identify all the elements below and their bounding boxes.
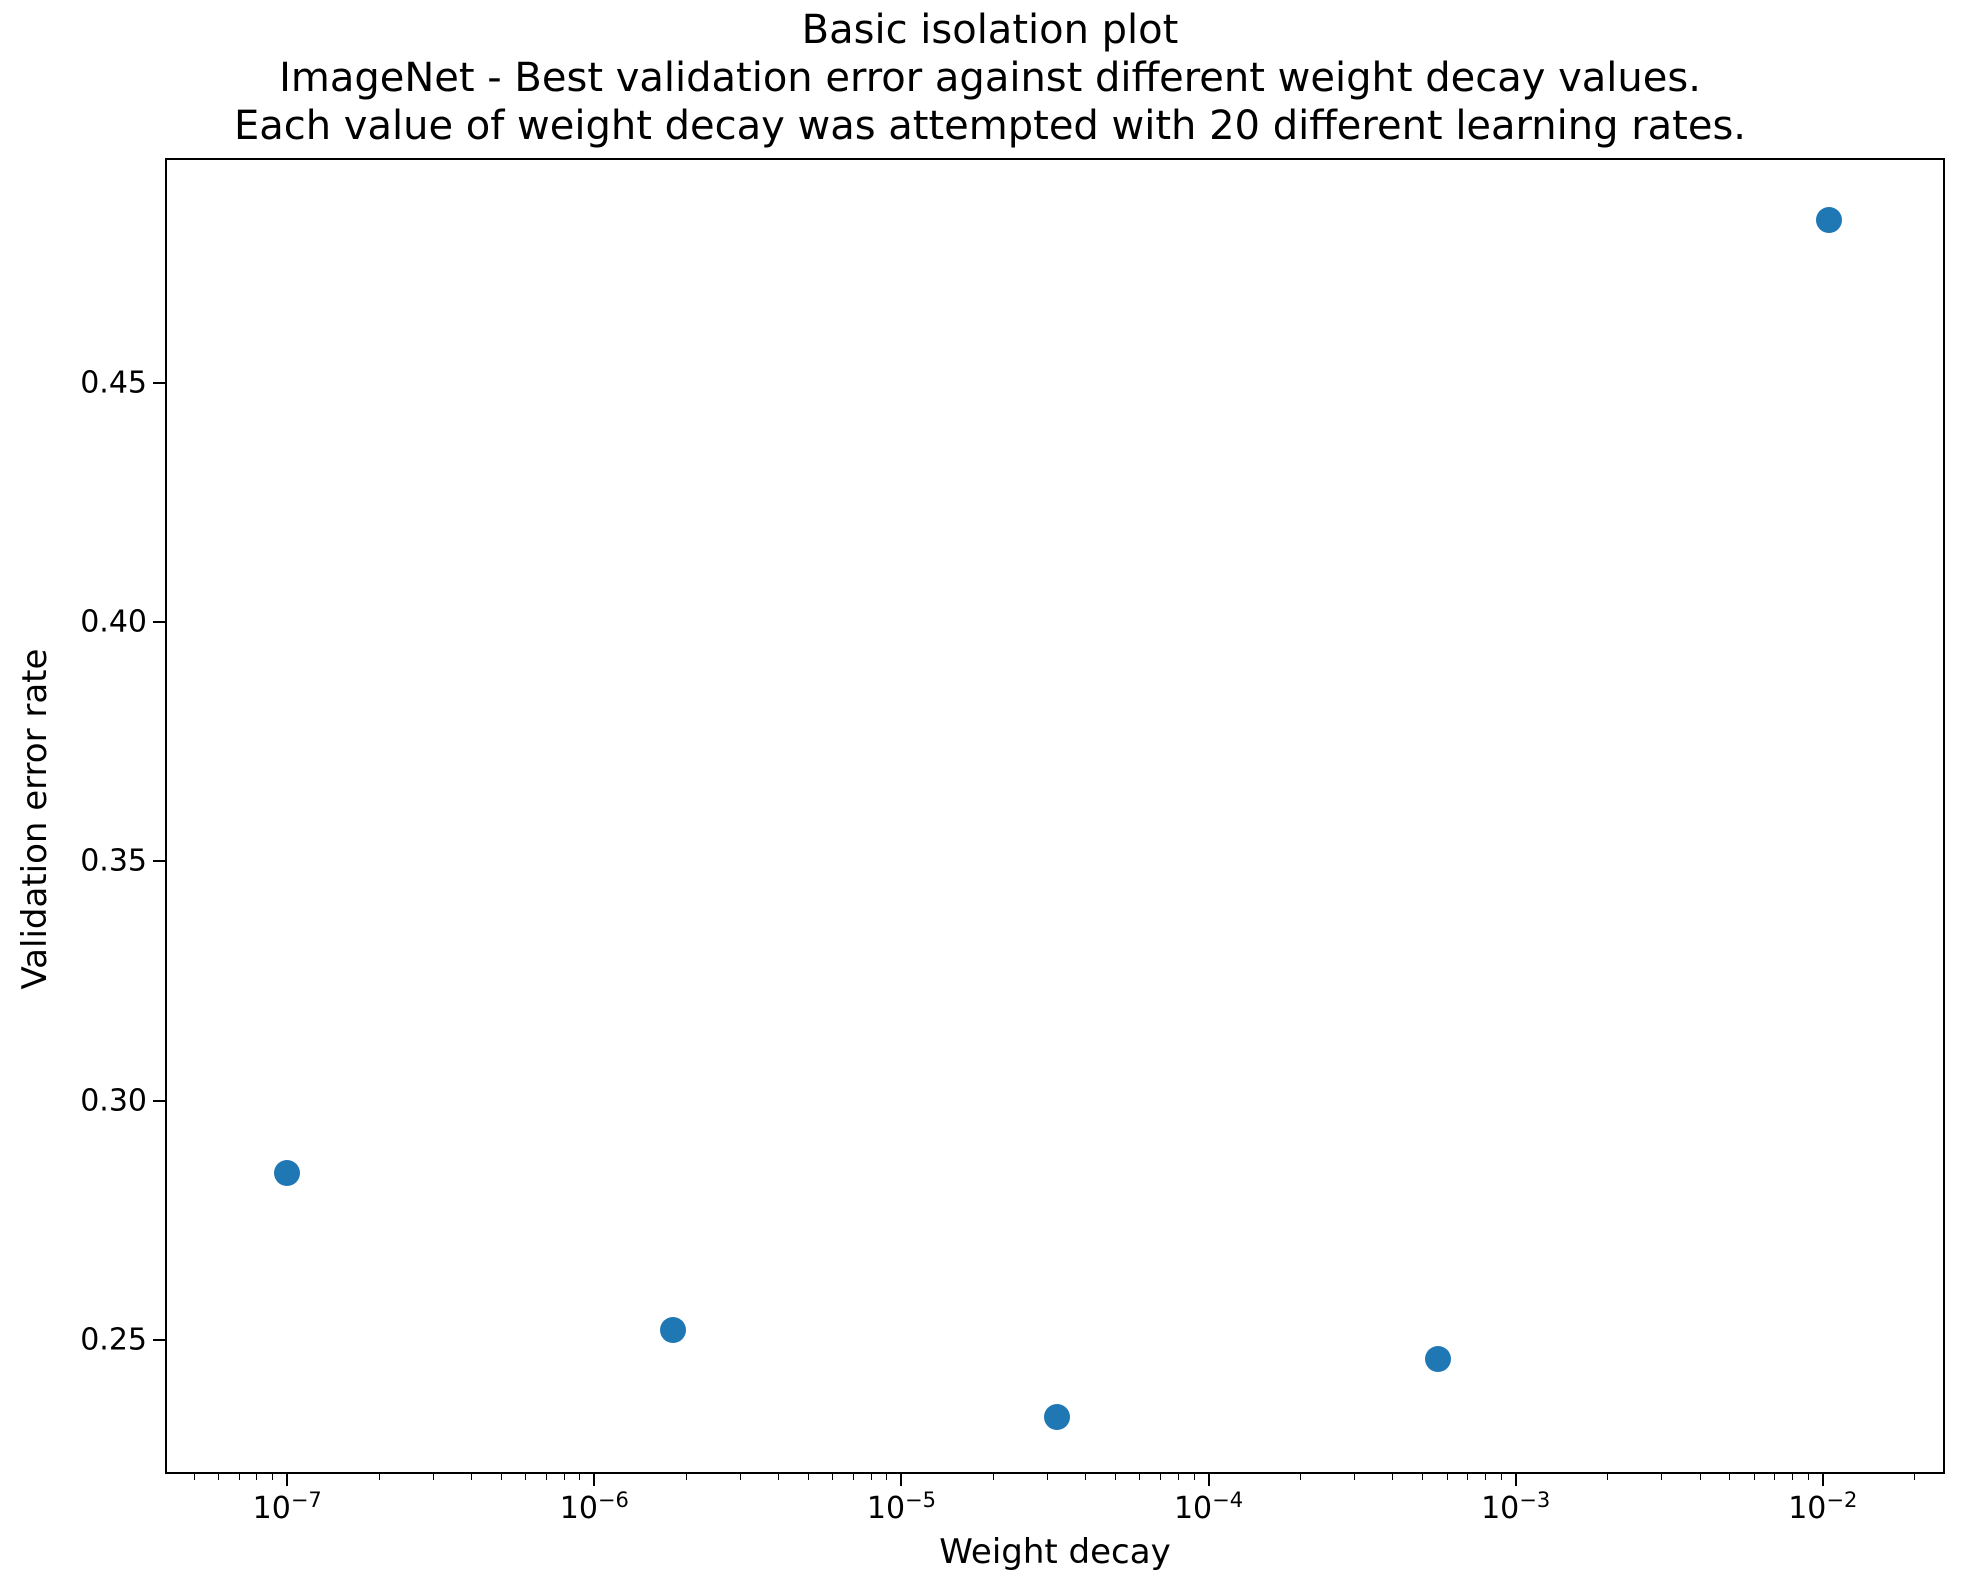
x-minor-tick-mark: [379, 1474, 380, 1480]
x-minor-tick-mark: [1354, 1474, 1355, 1480]
x-minor-tick-mark: [740, 1474, 741, 1480]
x-minor-tick-mark: [1700, 1474, 1701, 1480]
y-tick-label: 0.40: [67, 605, 147, 640]
y-tick-mark: [153, 1100, 165, 1102]
x-minor-tick-mark: [1754, 1474, 1755, 1480]
x-minor-tick-mark: [1467, 1474, 1468, 1480]
x-minor-tick-mark: [501, 1474, 502, 1480]
x-minor-tick-mark: [1139, 1474, 1140, 1480]
x-minor-tick-mark: [1160, 1474, 1161, 1480]
x-minor-tick-mark: [1792, 1474, 1793, 1480]
x-minor-tick-mark: [778, 1474, 779, 1480]
x-minor-tick-mark: [525, 1474, 526, 1480]
x-tick-mark: [286, 1474, 288, 1486]
x-minor-tick-mark: [564, 1474, 565, 1480]
chart-title-line: ImageNet - Best validation error against…: [0, 54, 1980, 102]
x-minor-tick-mark: [272, 1474, 273, 1480]
y-tick-label: 0.45: [67, 365, 147, 400]
data-point: [660, 1317, 686, 1343]
y-axis-label: Validation error rate: [15, 161, 55, 1477]
x-minor-tick-mark: [1914, 1474, 1915, 1480]
x-minor-tick-mark: [1501, 1474, 1502, 1480]
x-minor-tick-mark: [579, 1474, 580, 1480]
x-tick-label: 10−6: [560, 1488, 629, 1526]
x-tick-label: 10−7: [253, 1488, 322, 1526]
x-minor-tick-mark: [1115, 1474, 1116, 1480]
data-point: [1425, 1346, 1451, 1372]
x-minor-tick-mark: [1774, 1474, 1775, 1480]
x-minor-tick-mark: [1729, 1474, 1730, 1480]
x-minor-tick-mark: [871, 1474, 872, 1480]
y-tick-mark: [153, 1339, 165, 1341]
x-minor-tick-mark: [1607, 1474, 1608, 1480]
x-minor-tick-mark: [239, 1474, 240, 1480]
y-tick-label: 0.25: [67, 1323, 147, 1358]
x-minor-tick-mark: [1300, 1474, 1301, 1480]
x-tick-mark: [1822, 1474, 1824, 1486]
x-minor-tick-mark: [1178, 1474, 1179, 1480]
x-minor-tick-mark: [546, 1474, 547, 1480]
x-minor-tick-mark: [808, 1474, 809, 1480]
x-minor-tick-mark: [256, 1474, 257, 1480]
y-tick-label: 0.30: [67, 1083, 147, 1118]
x-tick-label: 10−2: [1788, 1488, 1857, 1526]
x-minor-tick-mark: [832, 1474, 833, 1480]
data-point: [1816, 207, 1842, 233]
x-tick-label: 10−4: [1174, 1488, 1243, 1526]
x-minor-tick-mark: [1485, 1474, 1486, 1480]
x-minor-tick-mark: [1661, 1474, 1662, 1480]
data-point: [274, 1160, 300, 1186]
x-minor-tick-mark: [1422, 1474, 1423, 1480]
chart-title: Basic isolation plotImageNet - Best vali…: [0, 6, 1980, 150]
x-tick-mark: [1208, 1474, 1210, 1486]
figure: Basic isolation plotImageNet - Best vali…: [0, 0, 1980, 1594]
x-minor-tick-mark: [1392, 1474, 1393, 1480]
x-minor-tick-mark: [886, 1474, 887, 1480]
x-tick-label: 10−3: [1481, 1488, 1550, 1526]
x-tick-label: 10−5: [867, 1488, 936, 1526]
x-tick-mark: [900, 1474, 902, 1486]
plot-area: [165, 158, 1945, 1474]
x-minor-tick-mark: [853, 1474, 854, 1480]
y-tick-mark: [153, 621, 165, 623]
x-minor-tick-mark: [1047, 1474, 1048, 1480]
data-point: [1044, 1404, 1070, 1430]
chart-title-line: Each value of weight decay was attempted…: [0, 102, 1980, 150]
chart-title-line: Basic isolation plot: [0, 6, 1980, 54]
y-tick-mark: [153, 860, 165, 862]
x-minor-tick-mark: [194, 1474, 195, 1480]
x-tick-mark: [1515, 1474, 1517, 1486]
x-minor-tick-mark: [686, 1474, 687, 1480]
x-minor-tick-mark: [471, 1474, 472, 1480]
x-tick-mark: [593, 1474, 595, 1486]
y-tick-mark: [153, 382, 165, 384]
x-minor-tick-mark: [218, 1474, 219, 1480]
x-minor-tick-mark: [1194, 1474, 1195, 1480]
x-minor-tick-mark: [1085, 1474, 1086, 1480]
x-minor-tick-mark: [1808, 1474, 1809, 1480]
x-minor-tick-mark: [433, 1474, 434, 1480]
x-axis-label: Weight decay: [165, 1532, 1945, 1572]
x-minor-tick-mark: [1447, 1474, 1448, 1480]
y-tick-label: 0.35: [67, 844, 147, 879]
x-minor-tick-mark: [993, 1474, 994, 1480]
